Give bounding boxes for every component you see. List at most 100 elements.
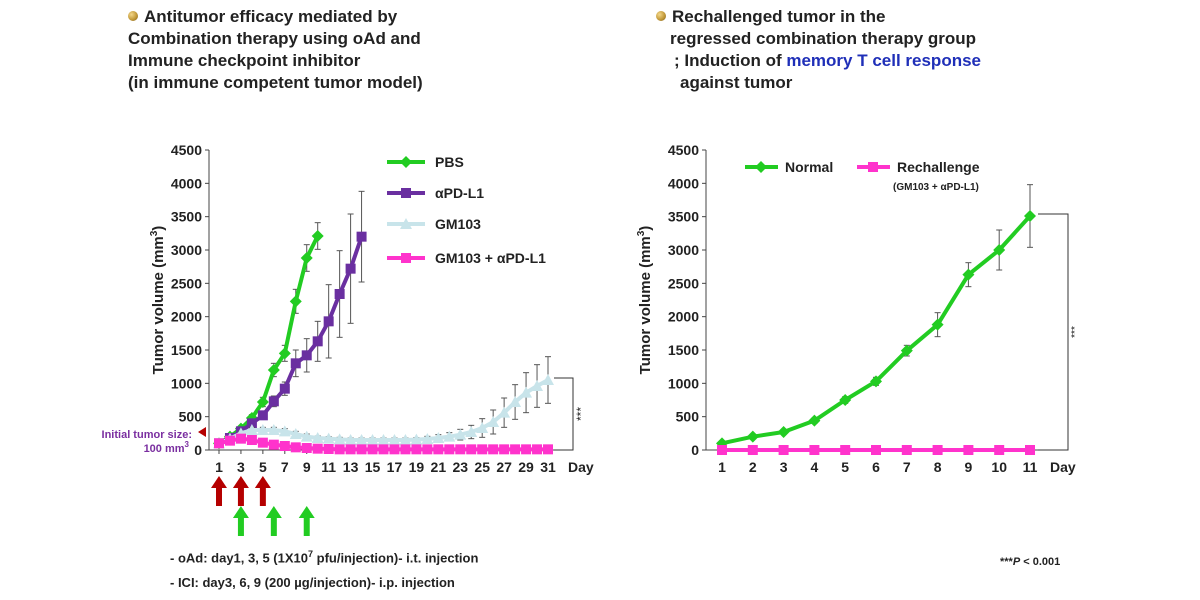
- data-point: [389, 444, 400, 455]
- x-tick-label: 7: [903, 459, 911, 475]
- data-point: [356, 444, 367, 455]
- left-title-line2: Combination therapy using oAd and: [128, 29, 421, 48]
- y-tick-label: 500: [179, 409, 203, 425]
- x-tick-label: 11: [321, 459, 336, 475]
- data-point: [931, 318, 944, 331]
- data-point: [267, 364, 280, 376]
- data-point: [267, 424, 280, 435]
- initial-tumor-value: 100 mm3: [144, 440, 190, 455]
- data-point: [367, 444, 378, 455]
- data-point: [289, 428, 302, 439]
- ici-injection-arrow-icon: [232, 506, 249, 536]
- legend-marker: [401, 188, 411, 198]
- x-tick-label: 21: [431, 459, 447, 475]
- legend-marker: [400, 218, 412, 229]
- x-tick-label: 6: [872, 459, 880, 475]
- data-point: [388, 434, 401, 445]
- legend-marker: [400, 156, 412, 168]
- data-point: [499, 444, 510, 455]
- right-title-line4: against tumor: [680, 73, 793, 92]
- data-point: [454, 428, 467, 440]
- oad-note: - oAd: day1, 3, 5 (1X107 pfu/injection)-…: [170, 549, 478, 565]
- y-tick-label: 3000: [668, 242, 699, 258]
- data-point: [246, 418, 257, 429]
- data-point: [278, 425, 291, 437]
- y-tick-label: 500: [676, 409, 700, 425]
- x-tick-label: 5: [259, 459, 267, 475]
- data-point: [466, 444, 477, 455]
- data-point: [542, 374, 554, 385]
- data-point: [323, 316, 334, 327]
- data-point: [366, 434, 379, 445]
- data-point: [531, 380, 544, 391]
- y-tick-label: 2000: [171, 309, 202, 325]
- y-tick-label: 4500: [171, 142, 202, 158]
- bullet-icon: [128, 11, 138, 21]
- y-tick-label: 2500: [668, 275, 699, 291]
- y-axis-label-sup: 3: [149, 230, 160, 236]
- data-point: [443, 430, 456, 442]
- data-point: [301, 443, 312, 453]
- data-point: [840, 445, 851, 455]
- x-tick-label: 4: [811, 459, 819, 475]
- series-line-1: [218, 236, 364, 446]
- data-point: [521, 444, 532, 455]
- data-point: [411, 444, 422, 455]
- x-tick-label: 29: [518, 459, 534, 475]
- data-point: [777, 426, 790, 438]
- x-tick-label: 19: [409, 459, 425, 475]
- data-point: [509, 396, 522, 407]
- x-tick-label: 1: [215, 459, 223, 475]
- x-tick-label: 27: [496, 459, 512, 475]
- x-tick-label: 3: [780, 459, 788, 475]
- x-tick-label: 23: [452, 459, 468, 475]
- highlight-memory-t-cell: memory T cell response: [786, 51, 981, 70]
- x-tick-label: 8: [934, 459, 942, 475]
- y-axis-label-text: Tumor volume (mm: [150, 236, 167, 374]
- data-point: [778, 445, 789, 455]
- y-tick-label: 1000: [668, 375, 699, 391]
- data-point: [290, 358, 301, 369]
- data-point: [300, 252, 313, 264]
- data-point: [871, 445, 881, 455]
- left-title-line3: Immune checkpoint inhibitor: [128, 51, 361, 70]
- legend-label: PBS: [435, 154, 464, 170]
- y-axis-label-close: ): [150, 226, 167, 231]
- x-tick-label: 2: [749, 459, 757, 475]
- data-point: [532, 444, 543, 455]
- y-tick-label: 1500: [171, 342, 202, 358]
- legend-label: GM103: [435, 216, 481, 232]
- initial-tumor-value-text: 100 mm: [144, 443, 185, 455]
- data-point: [465, 426, 478, 437]
- y-tick-label: 1000: [171, 375, 202, 391]
- data-point: [311, 230, 324, 242]
- data-point: [520, 386, 533, 398]
- data-point: [455, 444, 466, 455]
- data-point: [717, 445, 727, 455]
- data-point: [746, 430, 759, 443]
- data-point: [433, 444, 444, 455]
- y-tick-label: 0: [194, 442, 202, 458]
- oad-note-suffix: pfu/injection)- i.t. injection: [313, 550, 479, 566]
- x-tick-label: 15: [365, 459, 381, 475]
- data-point: [235, 433, 246, 444]
- oad-injection-arrow-icon: [254, 476, 271, 506]
- y-tick-label: 3500: [668, 209, 699, 225]
- data-point: [345, 444, 356, 455]
- data-point: [487, 416, 500, 427]
- y-tick-label: 2500: [171, 275, 202, 291]
- data-point: [543, 444, 553, 455]
- x-axis-label: Day: [568, 459, 594, 475]
- data-point: [312, 443, 323, 454]
- data-point: [334, 444, 345, 455]
- x-tick-label: 3: [237, 459, 245, 475]
- legend-marker: [755, 161, 767, 173]
- data-point: [422, 444, 433, 455]
- x-tick-label: 5: [841, 459, 849, 475]
- data-point: [333, 433, 346, 445]
- legend-label: Normal: [785, 159, 833, 175]
- right-title-line2: regressed combination therapy group: [670, 29, 977, 48]
- oad-note-prefix: - oAd: day1, 3, 5 (1X10: [170, 550, 308, 566]
- data-point: [256, 396, 269, 408]
- data-point: [279, 383, 290, 394]
